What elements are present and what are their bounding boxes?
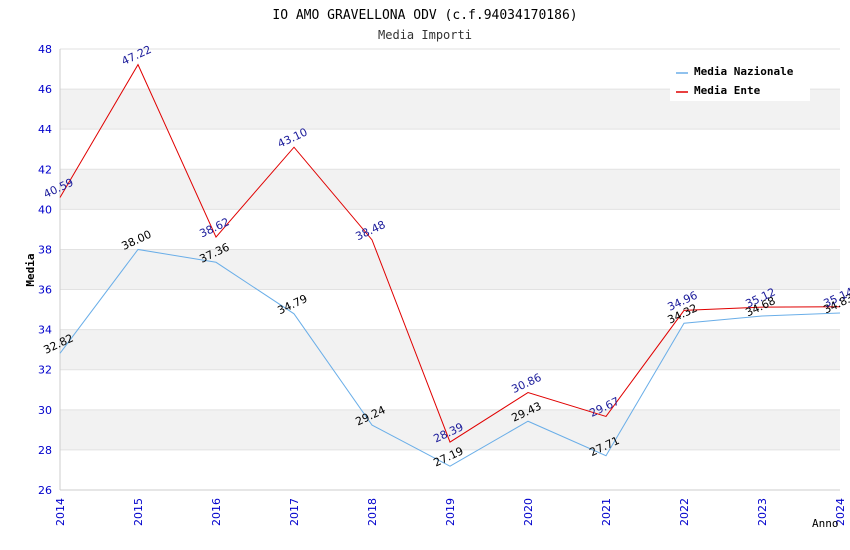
y-tick-label: 38 (38, 243, 52, 256)
y-tick-label: 46 (38, 83, 52, 96)
y-tick-label: 34 (38, 324, 52, 337)
y-tick-label: 40 (38, 203, 52, 216)
legend: Media Nazionale Media Ente (670, 60, 810, 101)
series-line-media-ente (59, 63, 841, 443)
grid-band (60, 329, 840, 370)
y-tick-label: 42 (38, 163, 52, 176)
data-label: 47.22 (119, 43, 153, 68)
x-tick-label: 2017 (288, 498, 301, 526)
x-tick-label: 2021 (600, 498, 613, 526)
grid-band (60, 249, 840, 290)
chart-title: IO AMO GRAVELLONA ODV (c.f.94034170186) (272, 8, 577, 23)
grid-band (60, 409, 840, 450)
y-tick-label: 32 (38, 364, 52, 377)
data-label: 38.62 (197, 215, 231, 240)
x-tick-labels: 2014 2015 2016 2017 2018 2019 2020 2021 2022 2023… (54, 498, 847, 526)
x-tick-label: 2014 (54, 498, 67, 526)
grid-band (60, 169, 840, 210)
y-tick-label: 44 (38, 123, 52, 136)
legend-label-media-nazionale: Media Nazionale (694, 65, 794, 78)
y-tick-label: 36 (38, 284, 52, 297)
y-tick-labels: 26 28 30 32 34 36 38 40 42 44 46 48 (38, 43, 52, 497)
y-tick-label: 48 (38, 43, 52, 56)
grid-bands (60, 89, 840, 450)
series-line-media-nazionale (59, 248, 841, 467)
x-tick-label: 2020 (522, 498, 535, 526)
x-tick-label: 2024 (834, 498, 847, 526)
x-tick-label: 2022 (678, 498, 691, 526)
data-label: 30.86 (509, 371, 543, 396)
grid-lines (60, 48, 840, 491)
series-lines (59, 63, 841, 467)
chart-subtitle: Media Importi (378, 28, 472, 42)
y-tick-label: 28 (38, 444, 52, 457)
legend-box (670, 60, 810, 101)
x-tick-label: 2023 (756, 498, 769, 526)
data-label: 38.48 (353, 218, 387, 243)
x-tick-label: 2018 (366, 498, 379, 526)
y-tick-label: 26 (38, 484, 52, 497)
x-tick-label: 2019 (444, 498, 457, 526)
x-axis-label: Anno (812, 517, 839, 530)
y-tick-label: 30 (38, 404, 52, 417)
x-tick-label: 2015 (132, 498, 145, 526)
x-tick-label: 2016 (210, 498, 223, 526)
y-axis-label: Media (24, 253, 37, 286)
legend-label-media-ente: Media Ente (694, 84, 761, 97)
